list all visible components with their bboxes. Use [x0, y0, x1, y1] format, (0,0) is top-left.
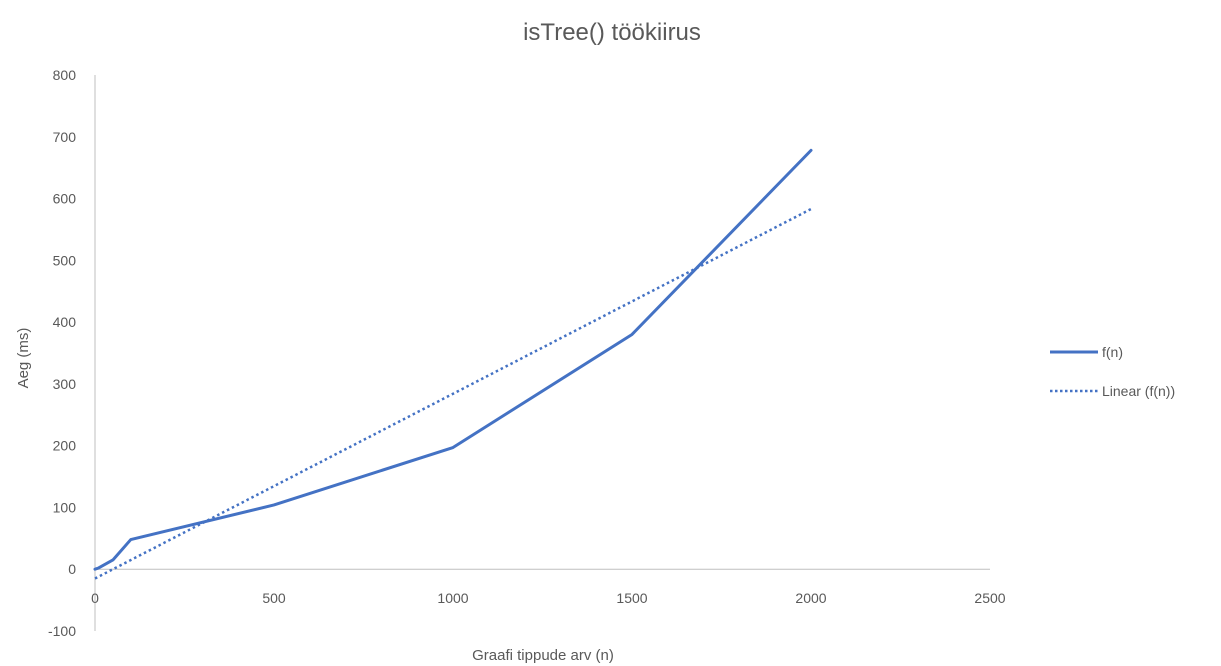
y-tick-label: -100: [48, 623, 76, 639]
x-tick-label: 1000: [437, 590, 468, 606]
chart-title: isTree() töökiirus: [523, 19, 701, 46]
legend-label-fn[interactable]: f(n): [1102, 344, 1123, 360]
y-tick-label: 400: [53, 314, 77, 330]
x-tick-label: 2500: [974, 590, 1005, 606]
y-tick-label: 200: [53, 438, 77, 454]
plot-area: [93, 148, 813, 580]
y-axis-title: Aeg (ms): [15, 328, 32, 389]
x-tick-label: 1500: [616, 590, 647, 606]
legend: f(n) Linear (f(n)): [1050, 344, 1175, 399]
x-tick-label: 0: [91, 590, 99, 606]
y-tick-label: 800: [53, 67, 77, 83]
trendline-linear[interactable]: [94, 207, 812, 580]
axes: [94, 75, 990, 631]
legend-label-linear[interactable]: Linear (f(n)): [1102, 383, 1175, 399]
x-axis-title: Graafi tippude arv (n): [472, 647, 614, 664]
x-tick-labels: 0 500 1000 1500 2000 2500: [91, 590, 1006, 606]
y-tick-label: 600: [53, 191, 77, 207]
y-tick-label: 700: [53, 129, 77, 145]
x-tick-label: 500: [262, 590, 286, 606]
x-tick-label: 2000: [795, 590, 826, 606]
y-tick-label: 100: [53, 499, 77, 515]
y-tick-labels: -100 0 100 200 300 400 500 600 700 800: [48, 67, 76, 639]
y-tick-label: 300: [53, 376, 77, 392]
y-tick-label: 0: [68, 561, 76, 577]
y-tick-label: 500: [53, 252, 77, 268]
series-line-fn[interactable]: [93, 148, 813, 571]
